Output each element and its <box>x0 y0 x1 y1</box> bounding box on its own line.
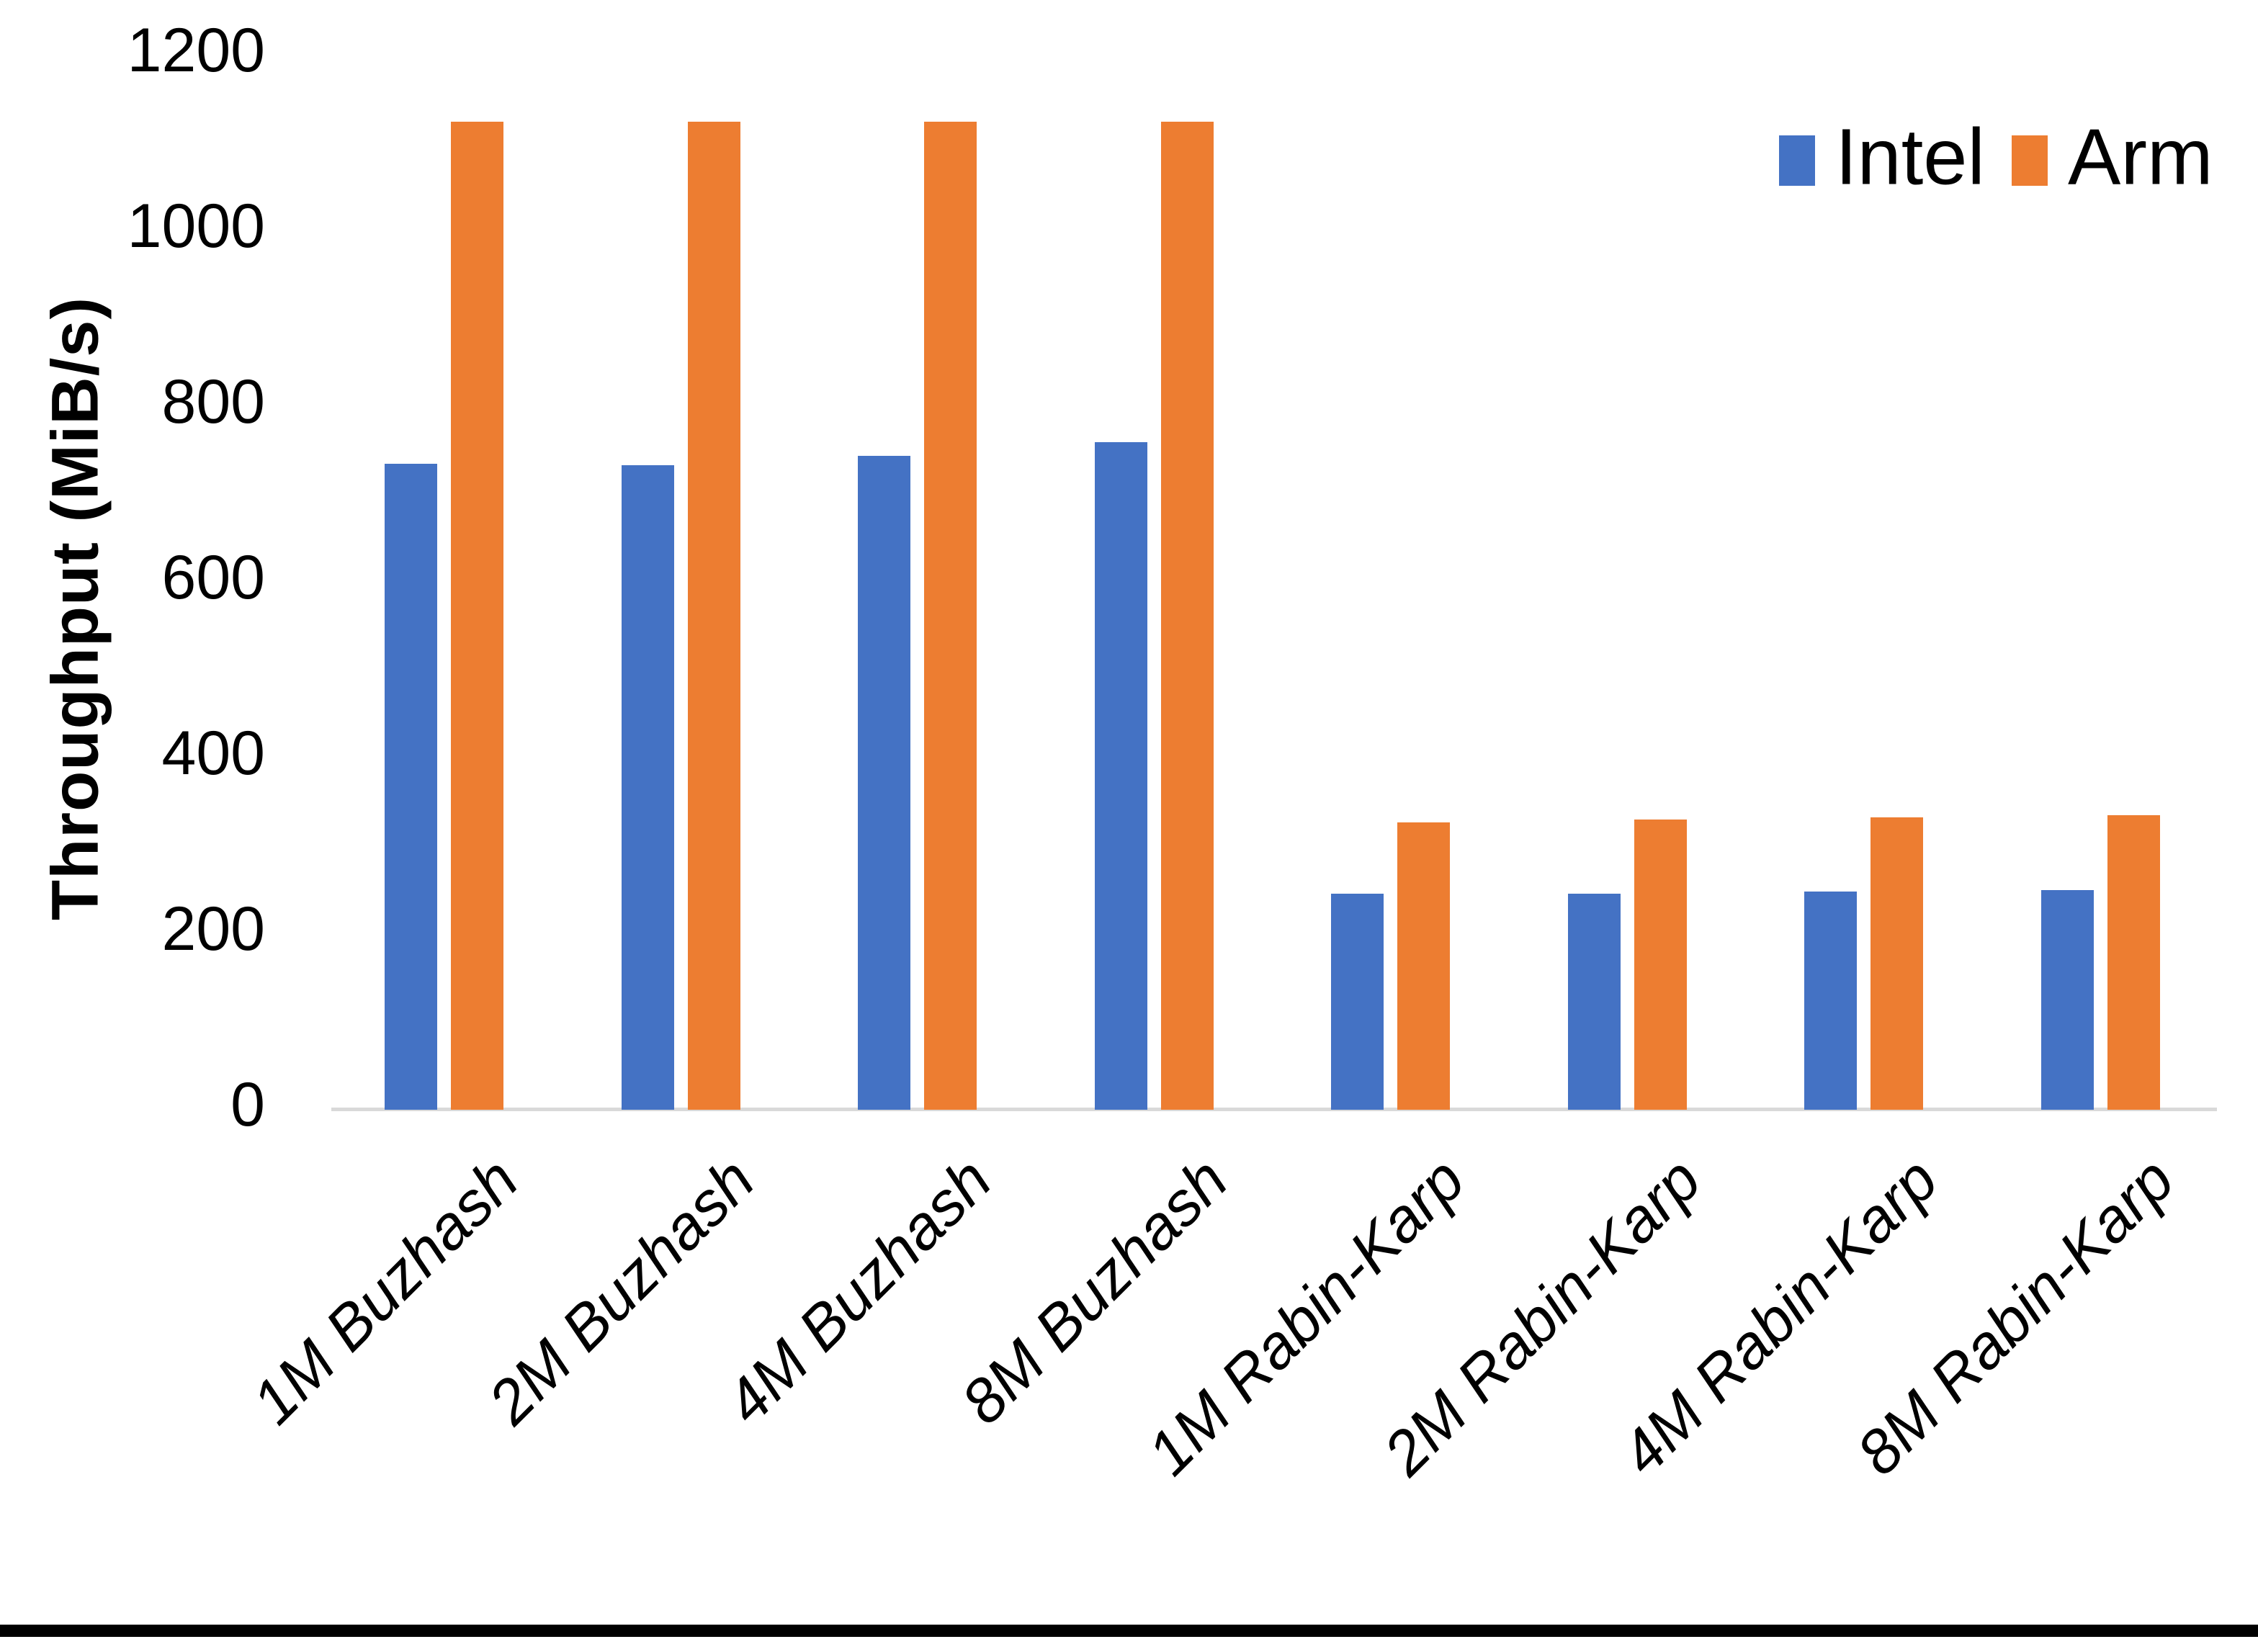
bottom-border <box>0 1625 2258 1637</box>
bar-intel-1m-rabin-karp <box>1331 893 1384 1110</box>
y-tick-label-1200: 1200 <box>127 15 265 85</box>
bar-intel-8m-buzhash <box>1094 441 1147 1110</box>
bar-arm-8m-rabin-karp <box>2107 815 2160 1110</box>
x-category-label-8m-rabin-karp: 8M Rabin-Karp <box>1843 1144 2187 1489</box>
y-tick-label-600: 600 <box>161 542 266 612</box>
x-category-label-8m-buzhash: 8M Buzhash <box>948 1144 1241 1437</box>
bar-intel-2m-buzhash <box>621 464 674 1110</box>
y-tick-label-800: 800 <box>161 367 266 436</box>
x-category-label-1m-buzhash: 1M Buzhash <box>238 1144 532 1437</box>
legend-item-arm: Arm <box>2012 117 2213 197</box>
x-axis-line <box>331 1108 2217 1111</box>
bar-arm-4m-buzhash <box>924 121 977 1110</box>
bar-arm-1m-buzhash <box>451 121 503 1110</box>
bar-intel-1m-buzhash <box>385 464 437 1110</box>
x-category-label-1m-rabin-karp: 1M Rabin-Karp <box>1134 1144 1478 1489</box>
legend-swatch-arm <box>2012 135 2048 186</box>
bar-intel-2m-rabin-karp <box>1567 893 1621 1110</box>
legend-label-intel: Intel <box>1835 112 1985 202</box>
legend-swatch-intel <box>1779 135 1815 186</box>
y-tick-label-400: 400 <box>161 718 266 788</box>
y-axis-title: Throughput (MiB/s) <box>38 296 112 921</box>
y-tick-label-0: 0 <box>230 1069 265 1139</box>
x-category-label-2m-buzhash: 2M Buzhash <box>475 1144 768 1437</box>
x-category-label-4m-rabin-karp: 4M Rabin-Karp <box>1607 1144 1951 1489</box>
y-tick-label-1000: 1000 <box>127 191 265 261</box>
bar-arm-1m-rabin-karp <box>1397 822 1450 1110</box>
bar-intel-8m-rabin-karp <box>2040 890 2094 1110</box>
legend-label-arm: Arm <box>2068 112 2213 202</box>
legend-item-intel: Intel <box>1779 117 1985 197</box>
x-category-label-4m-buzhash: 4M Buzhash <box>712 1144 1005 1437</box>
bar-arm-8m-buzhash <box>1160 121 1214 1110</box>
bar-arm-2m-rabin-karp <box>1634 820 1687 1110</box>
bar-arm-4m-rabin-karp <box>1871 817 1923 1110</box>
bar-arm-2m-buzhash <box>687 121 740 1110</box>
bar-intel-4m-buzhash <box>858 456 910 1110</box>
y-tick-label-200: 200 <box>161 894 266 964</box>
bar-intel-4m-rabin-karp <box>1804 892 1857 1110</box>
x-category-label-2m-rabin-karp: 2M Rabin-Karp <box>1370 1144 1714 1489</box>
